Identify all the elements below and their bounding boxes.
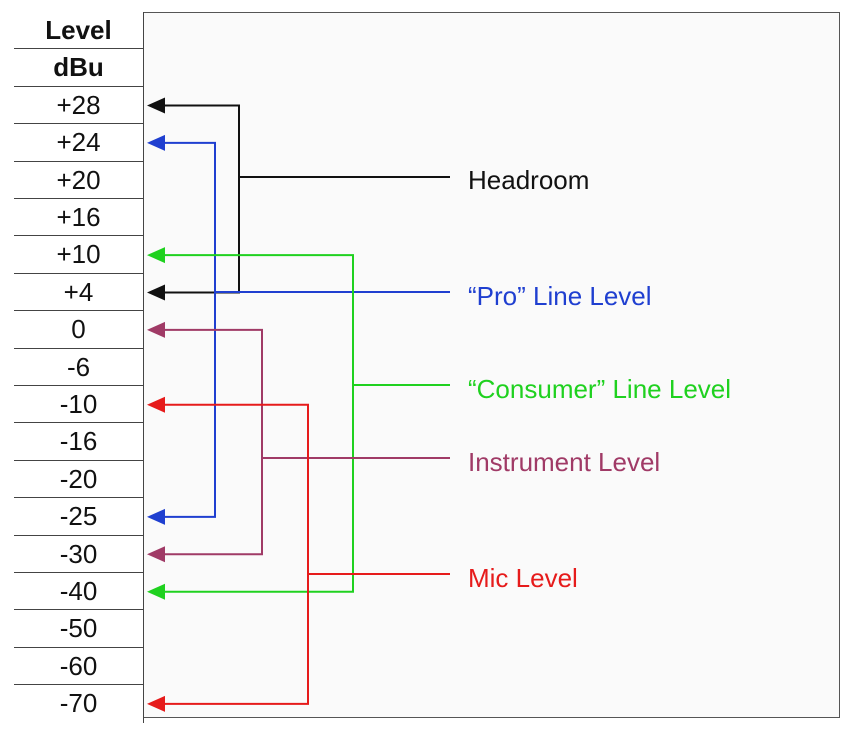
level-cell: -10 [14,386,144,424]
consumer-line-level-line [159,254,450,593]
consumer-line-level-label: “Consumer” Line Level [468,374,732,404]
table-header-level: Level [14,12,144,50]
level-cell: +16 [14,199,144,237]
level-cell: -6 [14,348,144,386]
mic-level-line [159,403,450,705]
level-cell: +28 [14,86,144,125]
instrument-level-bracket [147,321,450,563]
Headroom-bracket [147,97,450,301]
level-cell: -50 [14,610,144,648]
instrument-level-arrow-top [147,321,165,338]
mic-level-arrow-top [147,396,165,413]
diagram-border [14,12,840,718]
table-header-dbu: dBu [14,49,144,87]
consumer-line-level-arrow-top [147,247,165,264]
pro-line-level-arrow-bottom [147,508,165,525]
mic-level-label: Mic Level [468,563,578,593]
level-cell: +24 [14,124,144,162]
Headroom-line [159,104,450,294]
mic-level-bracket [147,396,450,712]
consumer-line-level-bracket [147,247,450,600]
consumer-line-level-arrow-bottom [147,583,165,600]
level-cell: +4 [14,273,144,312]
pro-line-level-label: “Pro” Line Level [468,281,652,311]
level-cell: -40 [14,573,144,611]
level-cell: -20 [14,460,144,499]
Headroom-arrow-bottom [147,284,165,301]
level-cell: +10 [14,236,144,274]
level-cell: +20 [14,161,144,199]
instrument-level-arrow-bottom [147,546,165,563]
level-cell: -30 [14,535,144,573]
level-cell: -70 [14,685,144,723]
instrument-level-label: Instrument Level [468,447,661,477]
pro-line-level-arrow-top [147,134,165,151]
instrument-level-line [159,328,450,556]
Headroom-arrow-top [147,97,165,114]
level-cell: 0 [14,311,144,349]
level-cell: -25 [14,498,144,536]
level-cell: -16 [14,423,144,461]
level-cell: -60 [14,647,144,686]
mic-level-arrow-bottom [147,695,165,712]
Headroom-label: Headroom [468,165,590,195]
